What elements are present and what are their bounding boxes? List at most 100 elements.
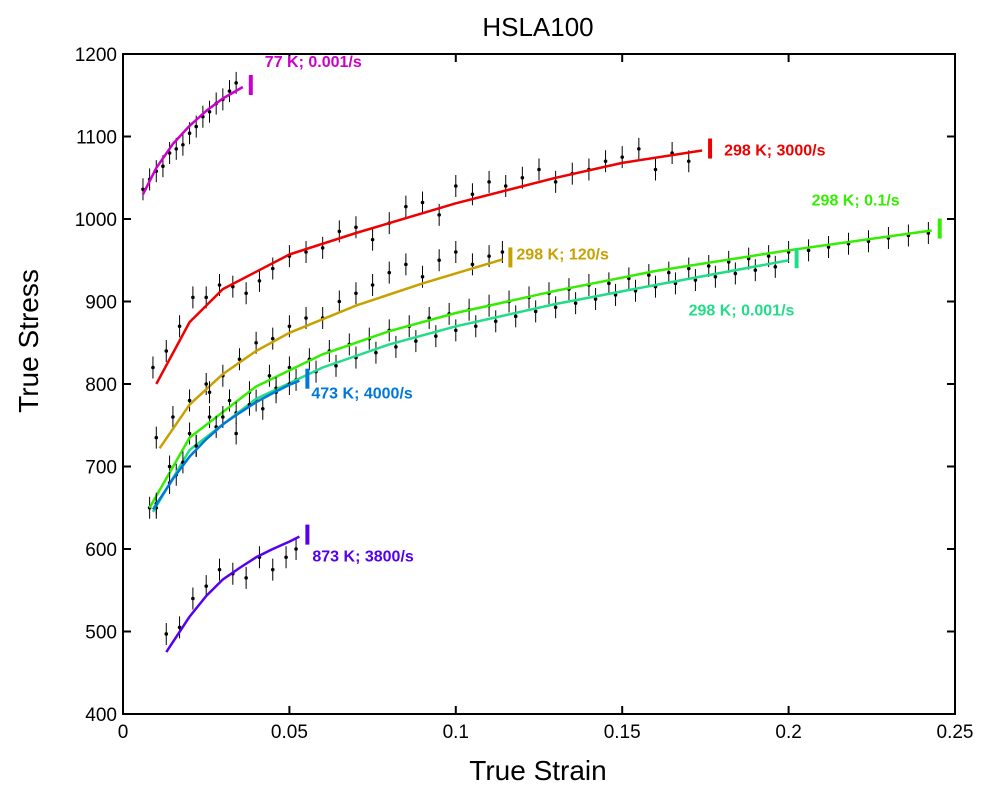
data-point	[926, 222, 931, 245]
data-series	[141, 71, 942, 653]
series-line	[158, 258, 503, 450]
data-point	[194, 434, 199, 457]
data-point	[726, 250, 731, 273]
x-axis-label: True Strain	[469, 755, 606, 786]
x-tick-label: 0.25	[937, 722, 974, 743]
data-point	[337, 290, 342, 313]
data-point	[613, 283, 618, 306]
series-label: 298 K; 0.001/s	[689, 302, 795, 319]
data-point	[713, 265, 718, 288]
series-1	[151, 137, 713, 385]
data-point	[686, 150, 691, 173]
data-point	[620, 146, 624, 169]
data-point	[733, 262, 738, 285]
plot-frame	[122, 53, 956, 715]
data-point	[354, 282, 358, 305]
y-tick-label: 1200	[75, 45, 117, 66]
series-label: 873 K; 3800/s	[312, 549, 414, 566]
data-point	[191, 587, 195, 610]
data-point	[500, 241, 505, 263]
data-point	[607, 272, 611, 295]
data-point	[437, 249, 441, 272]
data-point	[404, 253, 408, 276]
data-point	[164, 340, 169, 362]
axes-ticks: 0 0.05 0.1 0.15 0.2 0.25 400 500 600 700 800 900 100…	[75, 45, 974, 743]
data-point	[234, 422, 238, 445]
y-tick-label: 1000	[75, 210, 117, 231]
data-point	[454, 319, 458, 342]
data-point	[204, 575, 208, 598]
data-point	[653, 275, 658, 298]
data-point	[414, 330, 418, 353]
data-point	[454, 175, 458, 197]
data-point	[404, 195, 408, 218]
data-point	[370, 228, 375, 251]
data-point	[244, 282, 248, 305]
series-0	[141, 71, 253, 201]
data-point	[151, 356, 155, 379]
data-point	[387, 261, 392, 284]
data-point	[886, 226, 891, 249]
y-tick-label: 600	[85, 540, 117, 561]
data-point	[806, 239, 811, 262]
data-point	[270, 558, 275, 581]
data-point	[553, 296, 558, 319]
series-label: 77 K; 0.001/s	[265, 54, 362, 71]
series-label: 473 K; 4000/s	[311, 386, 413, 403]
data-point	[217, 558, 222, 581]
data-point	[906, 224, 911, 247]
y-tick-label: 900	[85, 293, 117, 314]
data-point	[533, 300, 538, 323]
data-point	[191, 286, 195, 309]
data-point	[334, 354, 338, 377]
data-point	[537, 158, 541, 181]
data-point	[434, 325, 438, 348]
data-point	[370, 274, 375, 296]
data-point	[653, 158, 658, 181]
series-label: 298 K; 3000/s	[724, 143, 826, 160]
data-point	[354, 216, 358, 239]
data-point	[627, 267, 631, 290]
data-point	[503, 175, 508, 197]
y-tick-label: 500	[85, 623, 117, 644]
data-point	[207, 406, 212, 428]
y-tick-label: 400	[85, 705, 117, 726]
data-point	[227, 80, 232, 103]
data-point	[304, 241, 308, 263]
series-line	[141, 85, 244, 195]
series-2	[154, 241, 513, 450]
data-point	[177, 315, 182, 338]
data-point	[866, 230, 871, 253]
data-point	[267, 364, 272, 387]
data-point	[513, 305, 518, 328]
data-point	[593, 288, 598, 311]
series-labels: 77 K; 0.001/s 298 K; 3000/s 298 K; 120/s 29…	[265, 54, 900, 566]
y-tick-label: 800	[85, 375, 117, 396]
series-6	[164, 524, 310, 653]
series-line	[165, 535, 300, 653]
data-point	[603, 150, 608, 173]
data-point	[257, 269, 262, 292]
data-point	[207, 381, 212, 404]
data-point	[181, 133, 185, 156]
data-point	[204, 373, 208, 395]
series-line	[148, 229, 932, 509]
y-tick-label: 700	[85, 458, 117, 479]
data-point	[573, 292, 578, 315]
data-point	[473, 315, 478, 338]
data-point	[673, 272, 678, 295]
data-point	[171, 406, 175, 428]
series-3	[147, 218, 942, 519]
data-point	[637, 137, 641, 160]
data-point	[706, 255, 711, 278]
x-tick-label: 0.2	[775, 722, 801, 743]
data-point	[164, 622, 169, 645]
data-point	[753, 259, 758, 282]
x-tick-label: 0.1	[443, 722, 469, 743]
series-line	[151, 259, 789, 513]
data-point	[154, 426, 159, 449]
data-point	[470, 183, 475, 206]
data-point	[693, 269, 698, 292]
x-tick-label: 0.05	[271, 722, 308, 743]
